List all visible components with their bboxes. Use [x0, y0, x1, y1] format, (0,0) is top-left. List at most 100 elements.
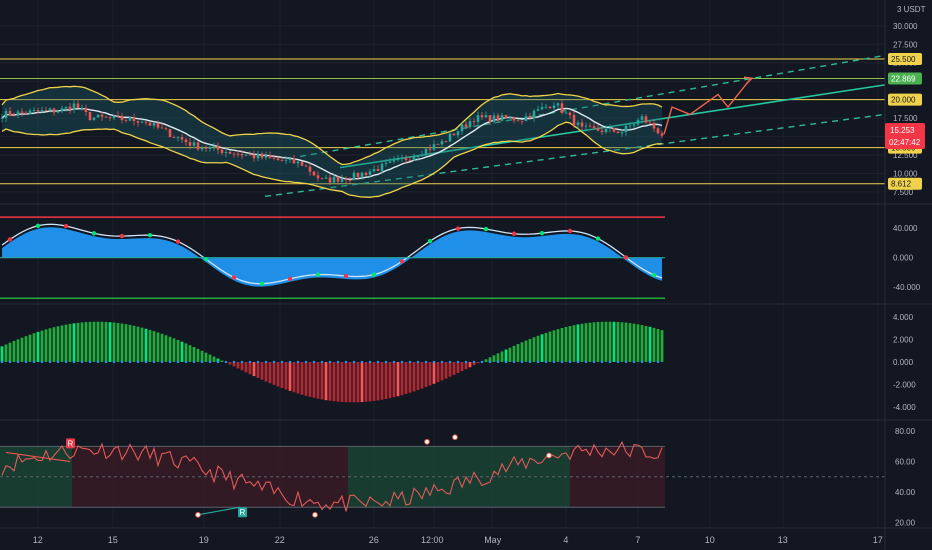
histogram-bar [600, 321, 604, 362]
momentum-histogram-pane[interactable] [0, 321, 664, 403]
hist-tick-label: -4.000 [893, 403, 916, 412]
histogram-bar [336, 362, 340, 402]
zero-dot [640, 360, 644, 364]
histogram-bar [260, 362, 264, 380]
price-pane[interactable] [0, 54, 886, 198]
candle-body [208, 147, 212, 149]
histogram-bar [372, 362, 376, 401]
histogram-bar [308, 362, 312, 397]
zero-dot [248, 360, 252, 364]
histogram-bar [288, 362, 292, 391]
zero-dot [240, 360, 244, 364]
candle-body [0, 118, 4, 119]
candle-body [652, 122, 656, 129]
histogram-bar [524, 340, 528, 362]
candle-body [656, 128, 660, 134]
candle-body [176, 137, 180, 139]
lower-band [1, 121, 663, 198]
histogram-bar [340, 362, 344, 402]
divergence-marker [238, 507, 247, 518]
zero-dot [304, 360, 308, 364]
zero-dot [536, 360, 540, 364]
time-axis[interactable]: 12 15 19 22 26 12:00 May 4 7 10 13 17 [33, 535, 883, 545]
histogram-bar [500, 351, 504, 362]
histogram-bar [456, 362, 460, 374]
histogram-bar [384, 362, 388, 399]
candle-body [60, 108, 64, 112]
zero-dot [456, 360, 460, 364]
histogram-bar [488, 357, 492, 362]
zero-dot [376, 360, 380, 364]
zero-dot [48, 360, 52, 364]
histogram-bar [412, 362, 416, 392]
projection-path [663, 77, 752, 135]
candle-body [92, 117, 96, 121]
candle-body [88, 111, 92, 121]
histogram-bar [104, 321, 108, 362]
signal-dot [91, 231, 97, 236]
candle-body [540, 107, 544, 110]
signal-dot [287, 276, 293, 282]
candle-body [264, 155, 268, 158]
zero-dot [200, 360, 204, 364]
rsi-pivot-dot [452, 434, 458, 441]
histogram-bar [208, 354, 212, 362]
signal-dot [119, 233, 125, 239]
candle-body [352, 172, 356, 181]
candle-body [640, 116, 644, 120]
histogram-bar [520, 342, 524, 362]
zero-dot [32, 360, 36, 364]
candle-body [308, 166, 312, 172]
histogram-bar [348, 362, 352, 403]
zero-dot [424, 360, 428, 364]
trend-channel[interactable] [264, 54, 886, 198]
zero-dot [576, 360, 580, 364]
price-axis[interactable]: 3 USDT 30.00027.50025.00022.50020.00017.… [885, 5, 926, 527]
histogram-bar [296, 362, 300, 394]
candle-body [520, 120, 524, 122]
price-projection-drawing[interactable] [663, 76, 754, 135]
zero-dot [344, 360, 348, 364]
wave-oscillator-pane[interactable] [0, 216, 665, 300]
zero-dot [280, 360, 284, 364]
candle-body [612, 127, 616, 132]
candle-body [200, 147, 204, 150]
candle-body [292, 158, 296, 164]
zero-dot [352, 360, 356, 364]
candle-body [552, 105, 556, 109]
histogram-bar [512, 345, 516, 362]
support-resistance-levels[interactable] [0, 58, 885, 185]
zero-dot [448, 360, 452, 364]
candle-body [396, 158, 400, 161]
candle-body [144, 121, 148, 123]
zero-dot [480, 360, 484, 364]
time-tick-label: 4 [563, 535, 568, 545]
rsi-pane[interactable]: RR [0, 434, 885, 518]
histogram-bar [572, 325, 576, 362]
candle-body [168, 129, 172, 138]
price-tick-label: 27.500 [893, 40, 918, 49]
candle-body [592, 126, 596, 128]
histogram-bar [216, 358, 220, 362]
zero-dot [216, 360, 220, 364]
time-tick-label: 7 [635, 535, 640, 545]
candle-body [460, 124, 464, 132]
candle-body [164, 128, 168, 130]
level-tag-label: 22.869 [891, 74, 916, 83]
candle-body [448, 133, 452, 142]
zero-dot [584, 360, 588, 364]
histogram-bar [156, 332, 160, 362]
histogram-bar [52, 327, 56, 362]
histogram-bar [292, 362, 296, 393]
price-tick-label: 30.000 [893, 22, 918, 31]
histogram-bar [632, 323, 636, 362]
histogram-bar [504, 349, 508, 362]
histogram-bar [460, 362, 464, 372]
level-tag-label: 20.000 [891, 96, 916, 105]
histogram-bar [136, 326, 140, 362]
histogram-bar [376, 362, 380, 401]
histogram-bar [400, 362, 404, 396]
signal-dot [623, 255, 629, 260]
candle-body [48, 108, 52, 111]
